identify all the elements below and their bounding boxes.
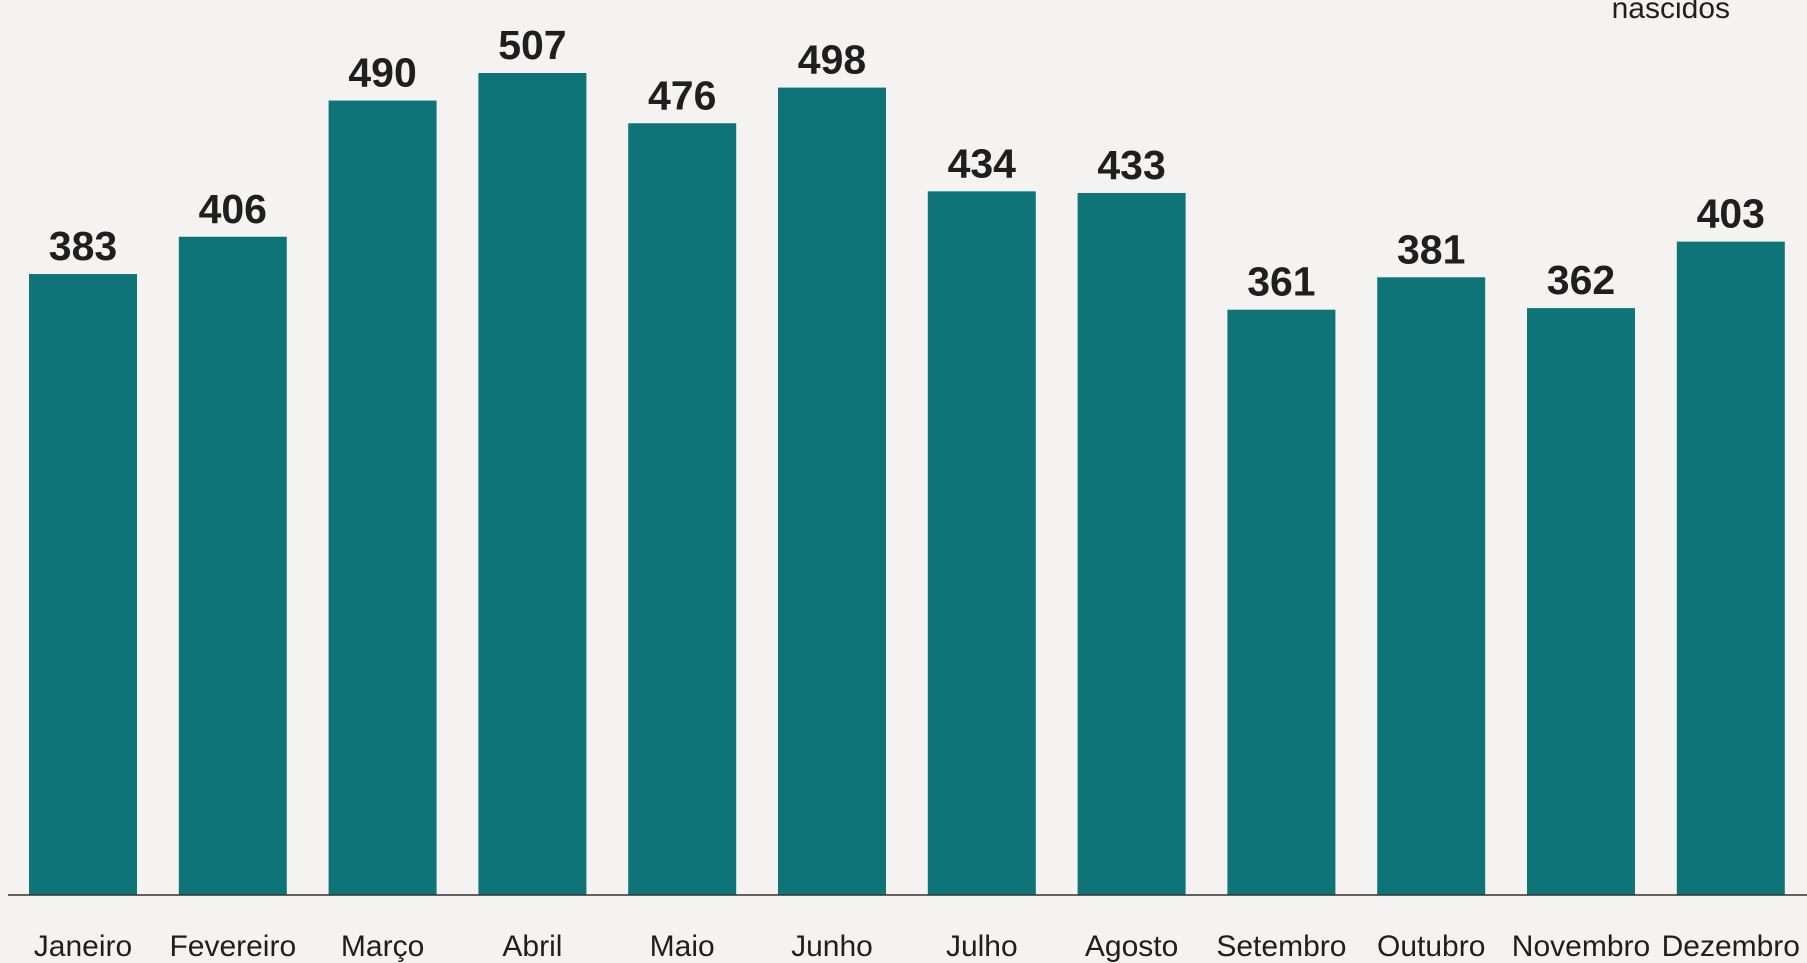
x-tick-fevereiro: Fevereiro <box>169 930 296 963</box>
x-tick-junho: Junho <box>791 930 873 963</box>
value-label-junho: 498 <box>798 37 866 83</box>
x-tick-labels-layer: Janeiro Fevereiro Março Abril Maio Junho Julho… <box>34 930 1800 963</box>
bar-janeiro <box>29 274 137 896</box>
value-label-janeiro: 383 <box>49 223 117 269</box>
x-tick-outubro: Outubro <box>1377 930 1485 963</box>
legend-label: nascidos <box>1612 0 1730 25</box>
value-label-marco: 490 <box>348 50 416 96</box>
bar-fevereiro <box>178 236 287 896</box>
x-tick-dezembro: Dezembro <box>1662 930 1800 963</box>
value-label-novembro: 362 <box>1547 257 1615 303</box>
value-labels-layer: 383 406 490 507 476 498 434 433 361 381 362 403 <box>49 22 1765 305</box>
value-label-abril: 507 <box>498 22 566 68</box>
value-label-dezembro: 403 <box>1697 191 1765 237</box>
bar-julho <box>927 191 1036 895</box>
bar-outubro <box>1377 277 1486 895</box>
bar-novembro <box>1527 308 1635 895</box>
x-tick-novembro: Novembro <box>1512 930 1650 963</box>
bar-agosto <box>1077 192 1186 896</box>
value-label-outubro: 381 <box>1397 226 1465 272</box>
value-label-setembro: 361 <box>1247 259 1315 305</box>
bar-junho <box>778 87 886 895</box>
value-label-agosto: 433 <box>1097 142 1165 188</box>
bar-maio <box>628 123 737 895</box>
bar-marco <box>328 100 437 895</box>
x-tick-abril: Abril <box>502 930 562 963</box>
bar-setembro <box>1227 309 1336 895</box>
value-label-maio: 476 <box>648 72 716 118</box>
x-tick-julho: Julho <box>946 930 1018 963</box>
x-tick-agosto: Agosto <box>1085 930 1178 963</box>
x-tick-setembro: Setembro <box>1216 930 1346 963</box>
x-tick-janeiro: Janeiro <box>34 930 132 963</box>
x-tick-marco: Março <box>341 930 424 963</box>
x-tick-maio: Maio <box>650 930 715 963</box>
bar-dezembro <box>1676 241 1785 896</box>
value-label-julho: 434 <box>948 140 1017 186</box>
bar-abril <box>478 73 587 895</box>
bars-layer <box>29 73 1785 896</box>
value-label-fevereiro: 406 <box>199 186 267 232</box>
